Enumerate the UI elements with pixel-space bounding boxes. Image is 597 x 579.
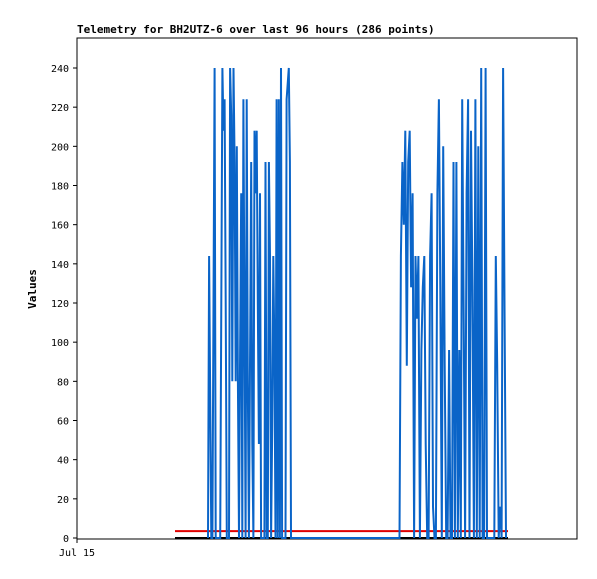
y-tick-label: 100 <box>51 338 69 349</box>
y-tick-label: 220 <box>51 103 69 114</box>
y-tick-label: 120 <box>51 299 69 310</box>
y-tick-label: 60 <box>57 417 69 428</box>
y-tick-label: 140 <box>51 260 69 271</box>
y-tick-label: 240 <box>51 64 69 75</box>
chart-title: Telemetry for BH2UTZ-6 over last 96 hour… <box>77 23 435 36</box>
y-tick-label: 0 <box>63 534 69 545</box>
y-tick-label: 20 <box>57 495 69 506</box>
y-tick-label: 80 <box>57 377 69 388</box>
x-tick-label: Jul 15 <box>59 548 95 559</box>
series-line <box>207 67 507 539</box>
y-tick-label: 180 <box>51 182 69 193</box>
x-axis: Jul 15 <box>59 539 95 559</box>
y-tick-label: 40 <box>57 456 69 467</box>
y-tick-label: 160 <box>51 221 69 232</box>
y-tick-label: 200 <box>51 142 69 153</box>
y-axis: 0 20 40 60 80 100 120 140 160 180 200 220 240 <box>51 64 77 545</box>
series-group <box>207 67 507 539</box>
y-axis-label: Values <box>26 269 39 309</box>
